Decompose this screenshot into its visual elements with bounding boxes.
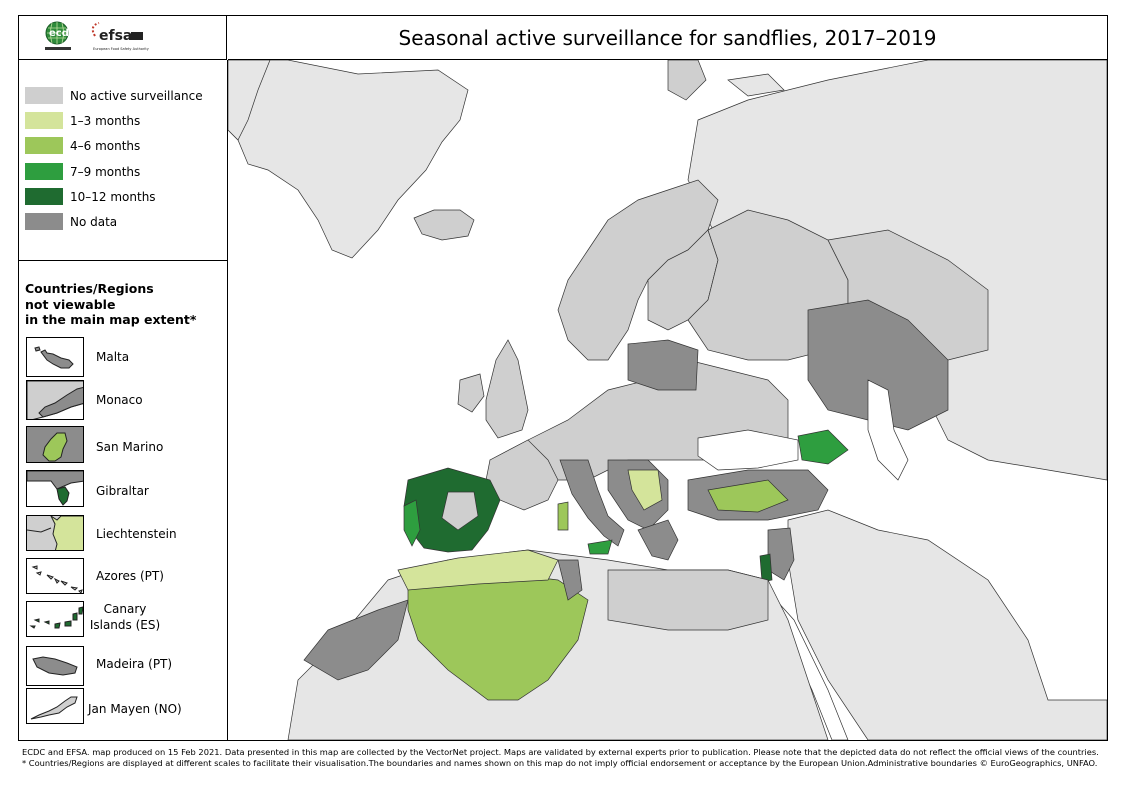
inset-gibraltar bbox=[26, 470, 84, 507]
caspian-sea bbox=[867, 379, 909, 481]
belarus-no-data bbox=[627, 339, 699, 391]
efsa-subtitle: European Food Safety Authority bbox=[93, 47, 149, 51]
legend-swatch bbox=[25, 87, 63, 104]
inset-monaco bbox=[26, 380, 84, 420]
inset-label: Liechtenstein bbox=[96, 527, 177, 541]
libya-egypt bbox=[607, 569, 769, 631]
map-frame bbox=[18, 15, 1108, 741]
svg-text:ecdc: ecdc bbox=[49, 28, 75, 39]
inset-liechtenstein bbox=[26, 515, 84, 551]
legend-swatch bbox=[25, 112, 63, 129]
legend-label: No data bbox=[70, 214, 118, 229]
inset-malta bbox=[26, 337, 84, 377]
map-graphic bbox=[228, 60, 1107, 740]
iceland bbox=[413, 209, 475, 241]
morocco-no-data bbox=[303, 599, 409, 681]
great-britain bbox=[485, 339, 529, 439]
inset-label: Jan Mayen (NO) bbox=[88, 702, 182, 716]
inset-canary-islands bbox=[26, 601, 84, 637]
inset-label: Azores (PT) bbox=[96, 569, 164, 583]
legend-item-no-surveillance: No active surveillance bbox=[25, 87, 203, 104]
greece bbox=[637, 519, 679, 561]
inset-label: Malta bbox=[96, 350, 130, 364]
inset-jan-mayen bbox=[26, 688, 84, 724]
caucasus bbox=[797, 429, 849, 465]
legend-divider bbox=[19, 260, 227, 261]
legend-item-1-3-months: 1–3 months bbox=[25, 112, 140, 129]
footer-credit: ECDC and EFSA. map produced on 15 Feb 20… bbox=[22, 747, 1099, 757]
sardinia bbox=[557, 501, 569, 531]
turkey-green bbox=[707, 479, 789, 513]
legend-label: 10–12 months bbox=[70, 189, 156, 204]
efsa-logo: efsa European Food Safety Authority bbox=[91, 22, 149, 51]
insets-title-line: Countries/Regions bbox=[25, 281, 154, 296]
legend-swatch bbox=[25, 163, 63, 180]
inset-label: Monaco bbox=[96, 393, 143, 407]
inset-label: Canary Islands (ES) bbox=[89, 602, 161, 632]
russia-south-no-data bbox=[807, 299, 949, 431]
legend-item-4-6-months: 4–6 months bbox=[25, 137, 140, 154]
inset-label: Gibraltar bbox=[96, 484, 149, 498]
logo-area: ecdc efsa European Food Safety Authority bbox=[19, 16, 227, 60]
logos-graphic: ecdc efsa European Food Safety Authority bbox=[45, 21, 149, 51]
insets-title-line: in the main map extent* bbox=[25, 312, 197, 327]
map-title: Seasonal active surveillance for sandfli… bbox=[228, 16, 1107, 60]
map-footer: ECDC and EFSA. map produced on 15 Feb 20… bbox=[22, 747, 1112, 768]
legend-label: 4–6 months bbox=[70, 138, 141, 153]
inset-madeira bbox=[26, 646, 84, 686]
legend-label: 7–9 months bbox=[70, 164, 141, 179]
sicily bbox=[587, 539, 613, 555]
inset-label: Madeira (PT) bbox=[96, 657, 173, 671]
inset-label: San Marino bbox=[96, 440, 164, 454]
footer-disclaimer: * Countries/Regions are displayed at dif… bbox=[22, 757, 1098, 768]
franz-josef bbox=[727, 73, 785, 97]
north-africa-coast bbox=[397, 549, 559, 591]
greenland bbox=[228, 60, 469, 259]
legend-item-7-9-months: 7–9 months bbox=[25, 163, 140, 180]
balkans-green bbox=[627, 469, 663, 511]
svalbard bbox=[667, 60, 707, 101]
legend-label: 1–3 months bbox=[70, 113, 141, 128]
greenland-coast bbox=[228, 60, 271, 141]
spain-mixed bbox=[441, 491, 479, 531]
middle-east bbox=[787, 509, 1107, 740]
ireland bbox=[457, 373, 485, 413]
insets-title-line: not viewable bbox=[25, 296, 116, 312]
portugal bbox=[403, 499, 421, 547]
legend-label: No active surveillance bbox=[70, 88, 203, 103]
inset-san-marino bbox=[26, 426, 84, 463]
legend-swatch bbox=[25, 188, 63, 205]
ecdc-logo: ecdc bbox=[45, 21, 75, 50]
italy bbox=[559, 459, 625, 547]
sidebar: No active surveillance 1–3 months 4–6 mo… bbox=[19, 60, 228, 740]
legend-item-10-12-months: 10–12 months bbox=[25, 188, 156, 205]
scandinavia bbox=[557, 179, 719, 361]
legend-swatch bbox=[25, 137, 63, 154]
insets-title: Countries/Regions not viewable in the ma… bbox=[25, 281, 220, 328]
israel bbox=[759, 553, 773, 583]
main-map bbox=[228, 60, 1107, 740]
tunisia-no-data bbox=[557, 559, 583, 601]
black-sea bbox=[697, 429, 799, 471]
svg-text:efsa: efsa bbox=[99, 28, 132, 44]
legend-swatch bbox=[25, 213, 63, 230]
inset-azores bbox=[26, 558, 84, 594]
legend-item-no-data: No data bbox=[25, 213, 117, 230]
